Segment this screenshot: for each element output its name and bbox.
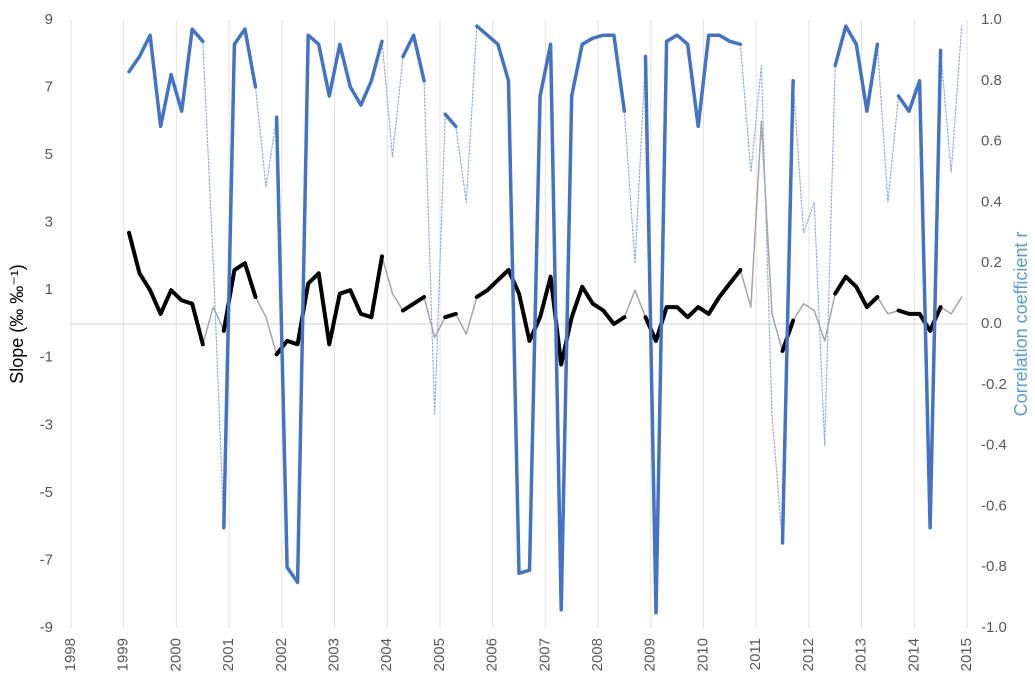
x-tick-label: 1999 [115,638,132,671]
y2-tick-label: -0.8 [981,558,1007,575]
series-line [128,25,963,614]
x-tick-label: 2010 [694,638,711,671]
y-tick-label: -3 [40,416,53,433]
x-tick-label: 2009 [642,638,659,671]
y2-tick-label: 1.0 [981,11,1002,28]
y-tick-label: 5 [45,146,53,163]
y-tick-label: -9 [40,619,53,636]
y-tick-label: 3 [45,214,53,231]
y2-tick-label: -0.2 [981,376,1007,393]
x-tick-label: 2006 [484,638,501,671]
y-tick-label: -5 [40,484,53,501]
x-tick-label: 2014 [905,638,922,671]
x-tick-label: 2000 [167,638,184,671]
x-tick-label: 2011 [747,638,764,670]
x-tick-label: 2015 [958,638,975,671]
x-tick-label: 2003 [325,638,342,671]
y-tick-label: -1 [40,349,53,366]
x-tick-label: 2002 [273,638,290,671]
y2-tick-label: -1.0 [981,619,1007,636]
y2-tick-label: -0.4 [981,437,1007,454]
y-axis-title: Slope (‰ ‰⁻¹) [7,264,27,384]
y-tick-label: 1 [45,281,53,298]
y-tick-label: 7 [45,79,53,96]
y-tick-label: -7 [40,551,53,568]
x-tick-label: 2013 [853,638,870,671]
y2-axis-title: Correlation coefficient r [1011,232,1031,417]
y2-tick-label: 0.2 [981,254,1002,271]
x-tick-label: 2001 [220,638,237,671]
y2-tick-label: 0.6 [981,133,1002,150]
y2-tick-label: 0.8 [981,72,1002,89]
y2-tick-label: 0.4 [981,193,1002,210]
x-tick-label: 2008 [589,638,606,671]
x-tick-label: 2004 [378,638,395,671]
y-tick-label: 9 [45,11,53,28]
y2-tick-label: -0.6 [981,497,1007,514]
x-tick-label: 2012 [800,638,817,671]
x-tick-label: 2005 [431,638,448,671]
y2-tick-label: 0.0 [981,315,1002,332]
x-tick-label: 2007 [536,638,553,671]
x-tick-label: 1998 [62,638,79,671]
